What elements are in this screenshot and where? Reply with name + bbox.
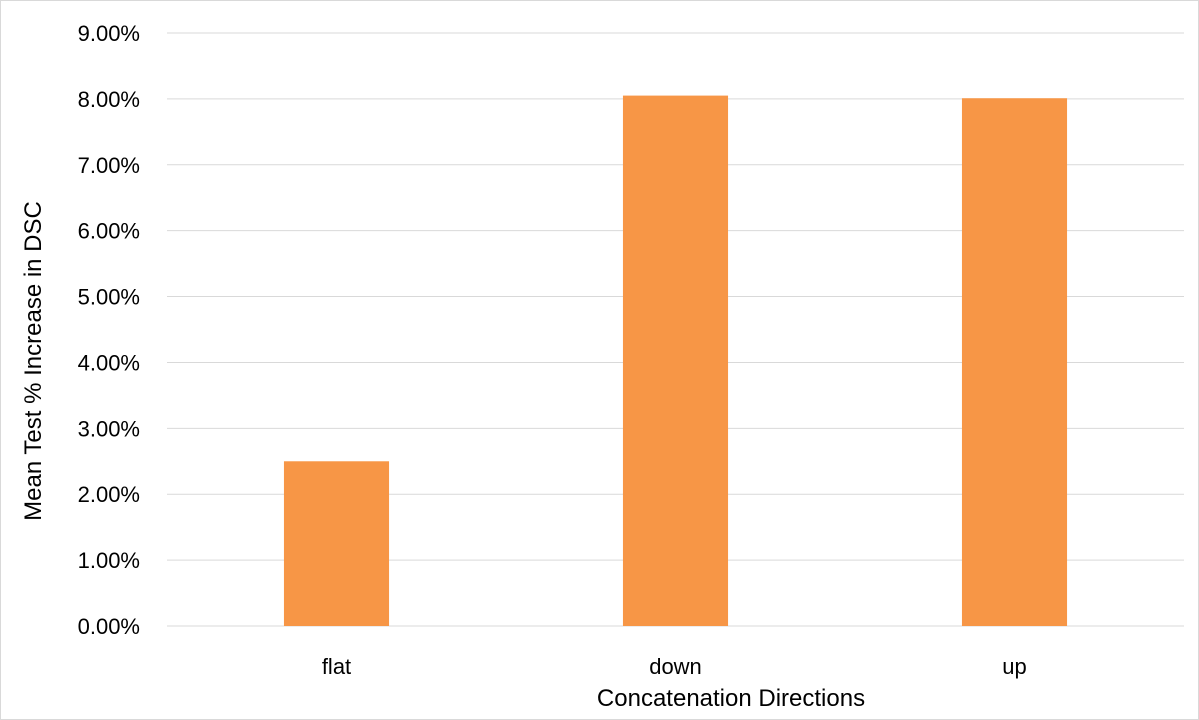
x-tick-label-flat: flat xyxy=(322,654,351,679)
bar-down xyxy=(622,95,729,627)
y-tick-label: 1.00% xyxy=(78,548,140,573)
y-tick-label: 0.00% xyxy=(78,614,140,639)
x-tick-label-down: down xyxy=(649,654,702,679)
x-axis-title: Concatenation Directions xyxy=(597,685,865,712)
bars xyxy=(283,95,1068,627)
x-axis-tick-labels: flat down up xyxy=(322,654,1027,679)
bar-flat xyxy=(283,461,390,626)
y-tick-label: 6.00% xyxy=(78,219,140,244)
y-tick-label: 4.00% xyxy=(78,350,140,375)
y-axis-title: Mean Test % Increase in DSC xyxy=(20,201,47,521)
bar-up xyxy=(961,98,1068,627)
y-tick-label: 5.00% xyxy=(78,285,140,310)
y-axis-tick-labels: 0.00% 1.00% 2.00% 3.00% 4.00% 5.00% 6.00% 7.00%… xyxy=(78,21,140,639)
y-tick-label: 2.00% xyxy=(78,482,140,507)
y-tick-label: 9.00% xyxy=(78,21,140,46)
y-tick-label: 8.00% xyxy=(78,87,140,112)
y-tick-label: 7.00% xyxy=(78,153,140,178)
y-tick-label: 3.00% xyxy=(78,416,140,441)
x-tick-label-up: up xyxy=(1002,654,1026,679)
